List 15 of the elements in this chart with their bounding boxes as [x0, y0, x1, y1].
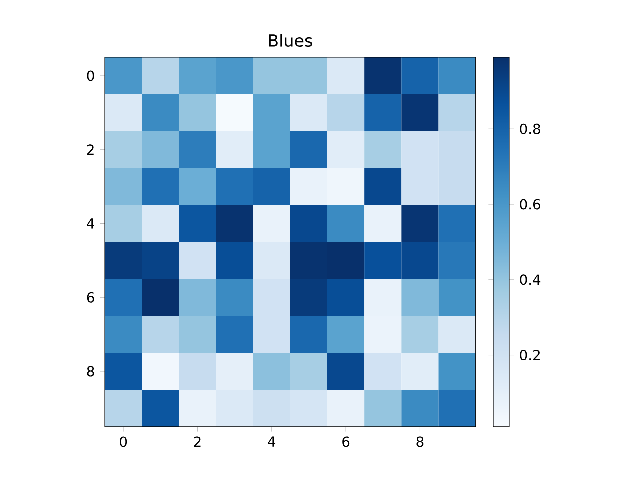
- y-tick-label: 8: [87, 366, 94, 377]
- x-tick-label: 6: [342, 436, 350, 448]
- color-bar-label: 0.6: [520, 199, 540, 210]
- x-tick-label: 2: [194, 436, 201, 448]
- x-tick-label: 8: [416, 436, 424, 448]
- y-tick-label: 2: [87, 144, 94, 156]
- y-tick-label: 4: [87, 218, 94, 229]
- color-bar-label: 0.4: [520, 274, 541, 286]
- color-bar-label: 0.2: [520, 350, 540, 361]
- y-tick-label: 0: [87, 70, 94, 82]
- chart-title: Blues: [269, 34, 312, 48]
- x-tick-label: 4: [268, 436, 276, 447]
- y-tick-label: 6: [87, 292, 94, 303]
- color-bar-label: 0.8: [520, 124, 540, 134]
- x-tick-label: 0: [120, 436, 128, 448]
